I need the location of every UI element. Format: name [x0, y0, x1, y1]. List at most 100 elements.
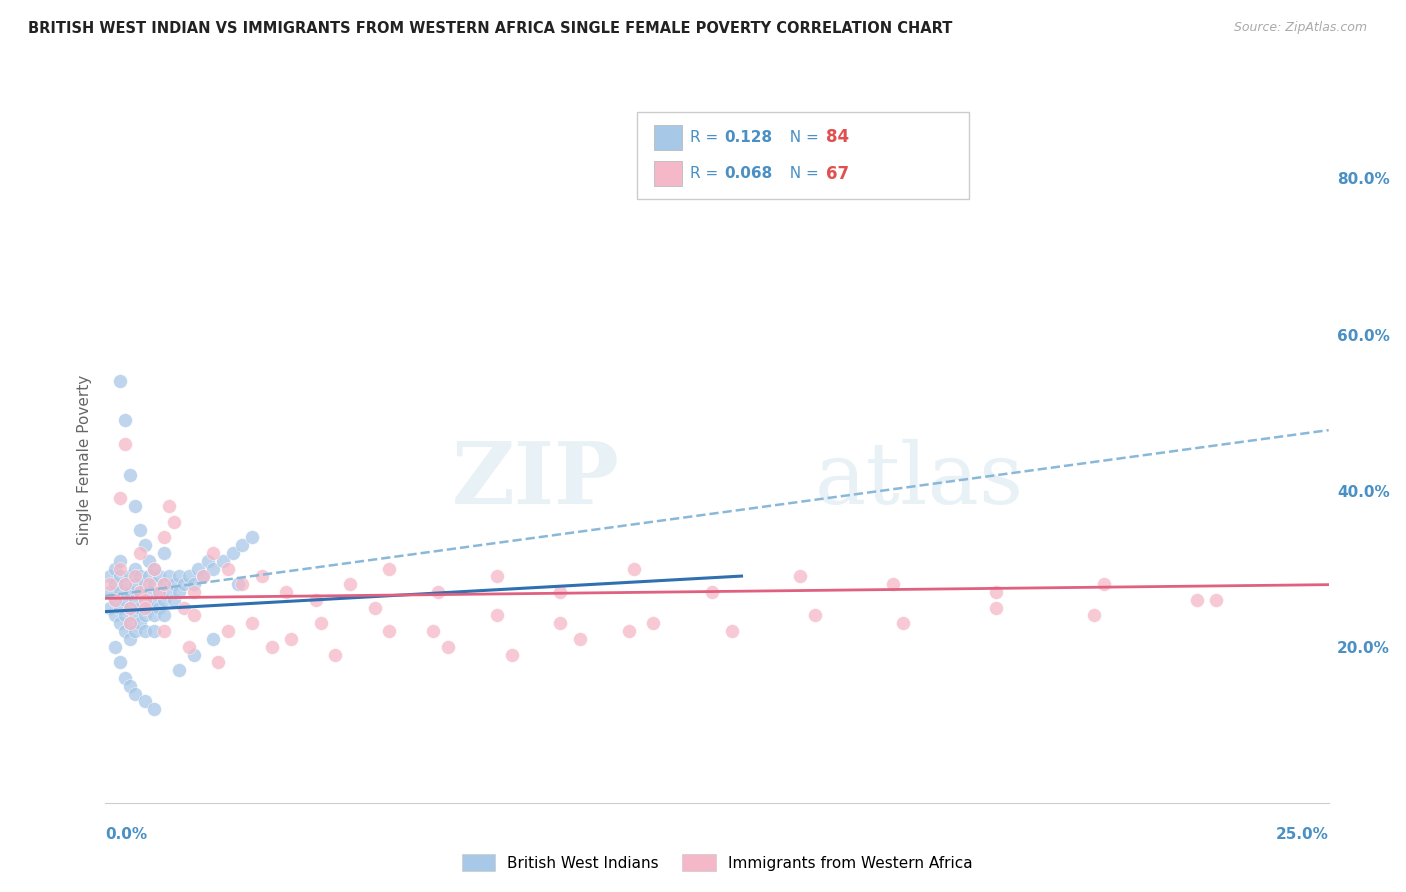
Point — [114, 413, 136, 427]
Point — [118, 600, 141, 615]
Point — [702, 585, 724, 599]
Text: R =: R = — [690, 130, 723, 145]
Point — [1205, 592, 1227, 607]
Point — [984, 585, 1007, 599]
Point — [148, 585, 170, 599]
Point — [118, 616, 141, 631]
Point — [250, 569, 273, 583]
Point — [134, 624, 156, 639]
Point — [128, 616, 150, 631]
Point — [143, 624, 166, 639]
Point — [153, 577, 176, 591]
Point — [167, 585, 190, 599]
Point — [177, 640, 200, 654]
Point — [984, 600, 1007, 615]
Point — [98, 600, 121, 615]
Point — [623, 562, 645, 576]
Point — [108, 562, 131, 576]
Point — [305, 592, 328, 607]
Point — [240, 530, 263, 544]
Point — [167, 663, 190, 677]
Point — [202, 632, 225, 646]
Point — [138, 577, 160, 591]
Point — [569, 632, 592, 646]
Point — [153, 624, 176, 639]
Point — [789, 569, 811, 583]
Point — [143, 702, 166, 716]
Point — [643, 616, 665, 631]
Point — [177, 569, 200, 583]
Point — [124, 624, 146, 639]
Text: 0.128: 0.128 — [724, 130, 772, 145]
Text: N =: N = — [780, 166, 824, 181]
Point — [118, 468, 141, 483]
Point — [114, 577, 136, 591]
Point — [882, 577, 904, 591]
Text: ZIP: ZIP — [451, 438, 619, 522]
Point — [276, 585, 298, 599]
Point — [108, 655, 131, 669]
Text: N =: N = — [780, 130, 824, 145]
Point — [325, 648, 347, 662]
Point — [104, 608, 127, 623]
Point — [183, 585, 205, 599]
Point — [143, 592, 166, 607]
Point — [183, 648, 205, 662]
Point — [617, 624, 640, 639]
Point — [134, 608, 156, 623]
Point — [217, 562, 239, 576]
Point — [104, 592, 127, 607]
Point — [148, 600, 170, 615]
Point — [363, 600, 385, 615]
Point — [153, 577, 176, 591]
Point — [143, 577, 166, 591]
Legend: British West Indians, Immigrants from Western Africa: British West Indians, Immigrants from We… — [456, 847, 979, 878]
Point — [118, 585, 141, 599]
Y-axis label: Single Female Poverty: Single Female Poverty — [76, 375, 91, 544]
Point — [128, 546, 150, 560]
Point — [163, 577, 186, 591]
Point — [260, 640, 283, 654]
Point — [427, 585, 450, 599]
Point — [167, 569, 190, 583]
Point — [193, 569, 215, 583]
Point — [128, 569, 150, 583]
Point — [501, 648, 523, 662]
Point — [114, 577, 136, 591]
Point — [221, 546, 243, 560]
Text: 0.0%: 0.0% — [105, 827, 148, 842]
Point — [104, 640, 127, 654]
Point — [98, 577, 121, 591]
Point — [212, 554, 235, 568]
Point — [231, 538, 253, 552]
Point — [143, 608, 166, 623]
Text: 84: 84 — [827, 128, 849, 146]
Point — [207, 655, 229, 669]
Point — [104, 577, 127, 591]
Point — [98, 569, 121, 583]
Point — [134, 592, 156, 607]
Point — [108, 569, 131, 583]
Point — [124, 608, 146, 623]
Text: 25.0%: 25.0% — [1275, 827, 1329, 842]
Point — [114, 624, 136, 639]
Point — [202, 546, 225, 560]
Point — [124, 562, 146, 576]
Point — [128, 600, 150, 615]
Point — [134, 538, 156, 552]
Point — [153, 608, 176, 623]
Point — [143, 562, 166, 576]
Point — [173, 577, 195, 591]
Text: Source: ZipAtlas.com: Source: ZipAtlas.com — [1233, 21, 1367, 35]
Text: atlas: atlas — [815, 438, 1024, 522]
Point — [183, 608, 205, 623]
Point — [114, 671, 136, 685]
Point — [108, 491, 131, 506]
Point — [1083, 608, 1105, 623]
Point — [339, 577, 361, 591]
Point — [118, 616, 141, 631]
Point — [804, 608, 827, 623]
Text: BRITISH WEST INDIAN VS IMMIGRANTS FROM WESTERN AFRICA SINGLE FEMALE POVERTY CORR: BRITISH WEST INDIAN VS IMMIGRANTS FROM W… — [28, 21, 952, 37]
Point — [134, 694, 156, 708]
Point — [153, 592, 176, 607]
